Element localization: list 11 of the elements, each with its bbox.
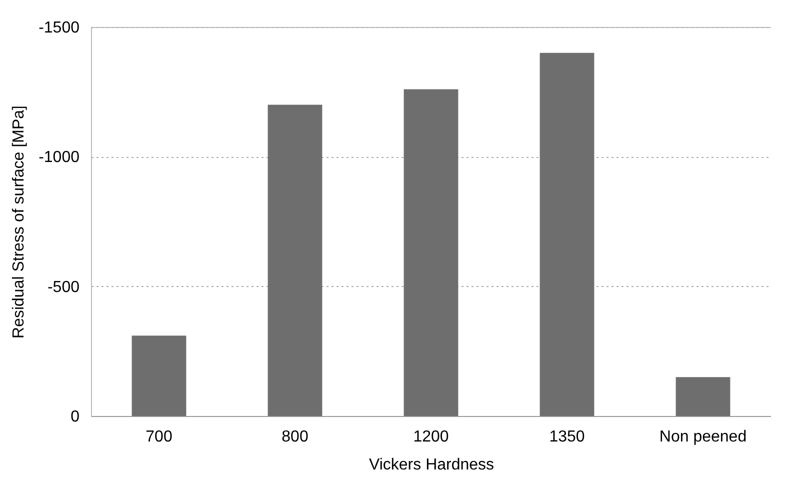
y-tick-label: -1000: [38, 149, 80, 166]
x-tick-label: Non peened: [659, 428, 747, 446]
x-tick-label: 800: [282, 428, 308, 446]
x-tick-label: 700: [146, 428, 172, 446]
y-tick-label: -1500: [38, 20, 80, 36]
x-tick-label: 1200: [413, 428, 449, 446]
x-tick-label: 1350: [549, 428, 585, 446]
x-axis-title: Vickers Hardness: [368, 456, 494, 474]
y-tick-label: 0: [70, 408, 80, 426]
y-axis-title: Residual Stress of surface [MPa]: [10, 106, 28, 338]
y-tick-label: -500: [47, 278, 80, 296]
